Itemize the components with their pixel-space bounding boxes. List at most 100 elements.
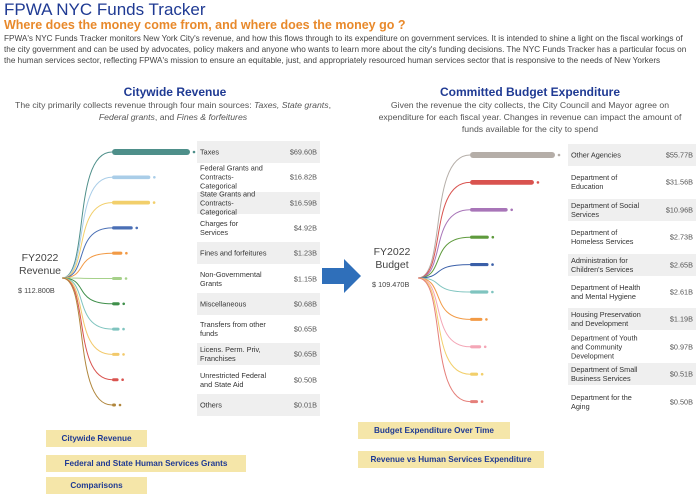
expenditure-end-dot	[480, 400, 484, 403]
revenue-amount-bar	[112, 352, 120, 356]
revenue-label: Fines and forfeitures	[200, 248, 267, 258]
revenue-value: $4.92B	[293, 223, 317, 233]
expenditure-label: Department of Health and Mental Hygiene	[571, 283, 641, 301]
expenditure-end-dot	[485, 318, 488, 321]
expenditure-row[interactable]: Department of Social Services $10.96B	[568, 198, 696, 221]
revenue-row[interactable]: Transfers from other funds $0.65B	[197, 318, 320, 340]
revenue-row[interactable]: Charges for Services $4.92B	[197, 217, 320, 239]
expenditure-flow-line	[417, 264, 471, 279]
revenue-fy-year: FY2022	[21, 252, 59, 264]
revenue-end-dot	[121, 378, 124, 382]
revenue-row[interactable]: Miscellaneous $0.68B	[197, 292, 320, 315]
revenue-label: Others	[200, 400, 222, 410]
expenditure-row[interactable]: Department of Homeless Services $2.73B	[568, 226, 696, 248]
expenditure-section-title: Committed Budget Expenditure	[440, 85, 621, 99]
expenditure-row[interactable]: Department of Education $31.56B	[568, 171, 696, 193]
expenditure-end-dot	[557, 153, 561, 157]
revenue-label: Charges for Services	[200, 218, 239, 237]
revenue-end-dot	[152, 201, 156, 204]
revenue-end-dot	[192, 150, 196, 154]
expenditure-label: Department of Small Business Services	[571, 365, 638, 384]
expenditure-fy-year: FY2022	[373, 246, 411, 258]
revenue-end-dot	[135, 226, 139, 230]
revenue-flow-line	[61, 252, 113, 279]
revenue-label: Non-Governmental Grants	[200, 269, 262, 288]
revenue-flow-line	[61, 176, 113, 279]
revenue-flow-line	[61, 277, 113, 406]
expenditure-value: $0.50B	[669, 397, 693, 407]
expenditure-end-dot	[491, 235, 495, 239]
expenditure-amount-bar	[470, 290, 489, 294]
expenditure-row[interactable]: Administration for Children's Services $2…	[568, 253, 696, 276]
expenditure-row[interactable]: Department of Small Business Services $0.…	[568, 363, 696, 386]
expenditure-flow-line	[417, 181, 471, 279]
intro-paragraph: FPWA's NYC Funds Tracker monitors New Yo…	[4, 34, 687, 65]
expenditure-row[interactable]: Department of Health and Mental Hygiene $…	[568, 281, 696, 303]
expenditure-row[interactable]: Department of Youth and Community Develo…	[568, 333, 696, 360]
expenditure-amount-bar	[470, 372, 479, 376]
revenue-amount-bar	[112, 175, 151, 180]
expenditure-description: Given the revenue the city collects, the…	[378, 100, 682, 134]
revenue-flow-line	[61, 277, 113, 305]
revenue-row[interactable]: Non-Governmental Grants $1.15B	[197, 268, 320, 290]
expenditure-value: $55.77B	[665, 150, 693, 160]
revenue-row[interactable]: Unrestricted Federal and State Aid $0.50B	[197, 369, 320, 391]
expenditure-amount-bar	[470, 345, 482, 349]
revenue-row[interactable]: Fines and forfeitures $1.23B	[197, 242, 320, 265]
revenue-amount-bar	[112, 200, 151, 205]
expenditure-amount-bar	[470, 400, 479, 404]
revenue-row[interactable]: Others $0.01B	[197, 394, 320, 416]
revenue-value: $0.68B	[293, 299, 317, 309]
revenue-amount-bar	[112, 302, 120, 306]
expenditure-flow-line	[417, 277, 471, 320]
expenditure-fy-label: FY2022 Budget	[362, 246, 422, 272]
expenditure-row[interactable]: Other Agencies $55.77B	[568, 144, 696, 166]
revenue-section-title: Citywide Revenue	[123, 85, 227, 99]
expenditure-value: $0.51B	[669, 369, 693, 379]
revenue-row[interactable]: Licens. Perm. Priv, Franchises $0.65B	[197, 343, 320, 366]
revenue-row[interactable]: Taxes $69.60B	[197, 141, 320, 163]
revenue-end-dot	[125, 251, 128, 255]
expenditure-row[interactable]: Housing Preservation and Development $1.1…	[568, 308, 696, 331]
revenue-row[interactable]: Federal Grants and Contracts-Categorical…	[197, 164, 320, 191]
revenue-flow-line	[61, 151, 113, 279]
revenue-fy-kind: Revenue	[18, 265, 62, 277]
expenditure-flow-line	[417, 236, 471, 279]
revenue-end-dot	[118, 403, 122, 407]
expenditure-flow-line	[417, 277, 471, 403]
expenditure-end-dot	[480, 372, 484, 376]
revenue-end-dot	[122, 302, 126, 306]
revenue-amount-bar	[112, 403, 116, 407]
comparisons-button[interactable]: Comparisons	[46, 477, 147, 494]
revenue-value: $1.15B	[293, 274, 317, 283]
expenditure-amount-bar	[470, 208, 508, 212]
revenue-fy-label: FY2022 Revenue	[10, 252, 70, 278]
expenditure-row[interactable]: Department for the Aging $0.50B	[568, 391, 696, 413]
expenditure-label: Department of Homeless Services	[571, 228, 634, 247]
revenue-flow-line	[61, 277, 113, 279]
expenditure-end-dot	[510, 208, 513, 212]
revenue-value: $0.01B	[293, 400, 317, 410]
budget-over-time-button[interactable]: Budget Expenditure Over Time	[358, 422, 510, 439]
revenue-amount-bar	[112, 226, 133, 230]
revenue-label: Unrestricted Federal and State Aid	[200, 370, 267, 389]
revenue-label: Taxes	[200, 147, 220, 157]
revenue-value: $69.60B	[289, 147, 317, 157]
expenditure-value: $0.97B	[669, 342, 693, 352]
revenue-end-dot	[124, 277, 128, 280]
revenue-vs-hs-expenditure-button[interactable]: Revenue vs Human Services Expenditure	[358, 451, 544, 468]
revenue-amount-bar	[112, 327, 120, 331]
revenue-end-dot	[153, 176, 156, 179]
expenditure-amount-bar	[470, 180, 534, 185]
revenue-row[interactable]: State Grants and Contracts-Categorical $1…	[197, 189, 320, 216]
expenditure-label: Other Agencies	[571, 150, 621, 160]
fed-state-hs-grants-button[interactable]: Federal and State Human Services Grants	[46, 455, 246, 472]
revenue-amount-bar	[112, 276, 123, 281]
revenue-value: $0.50B	[293, 375, 317, 385]
citywide-revenue-button[interactable]: Citywide Revenue	[46, 430, 147, 447]
revenue-flow-line	[61, 202, 113, 279]
revenue-flow-line	[61, 227, 113, 279]
expenditure-amount-bar	[470, 263, 489, 267]
